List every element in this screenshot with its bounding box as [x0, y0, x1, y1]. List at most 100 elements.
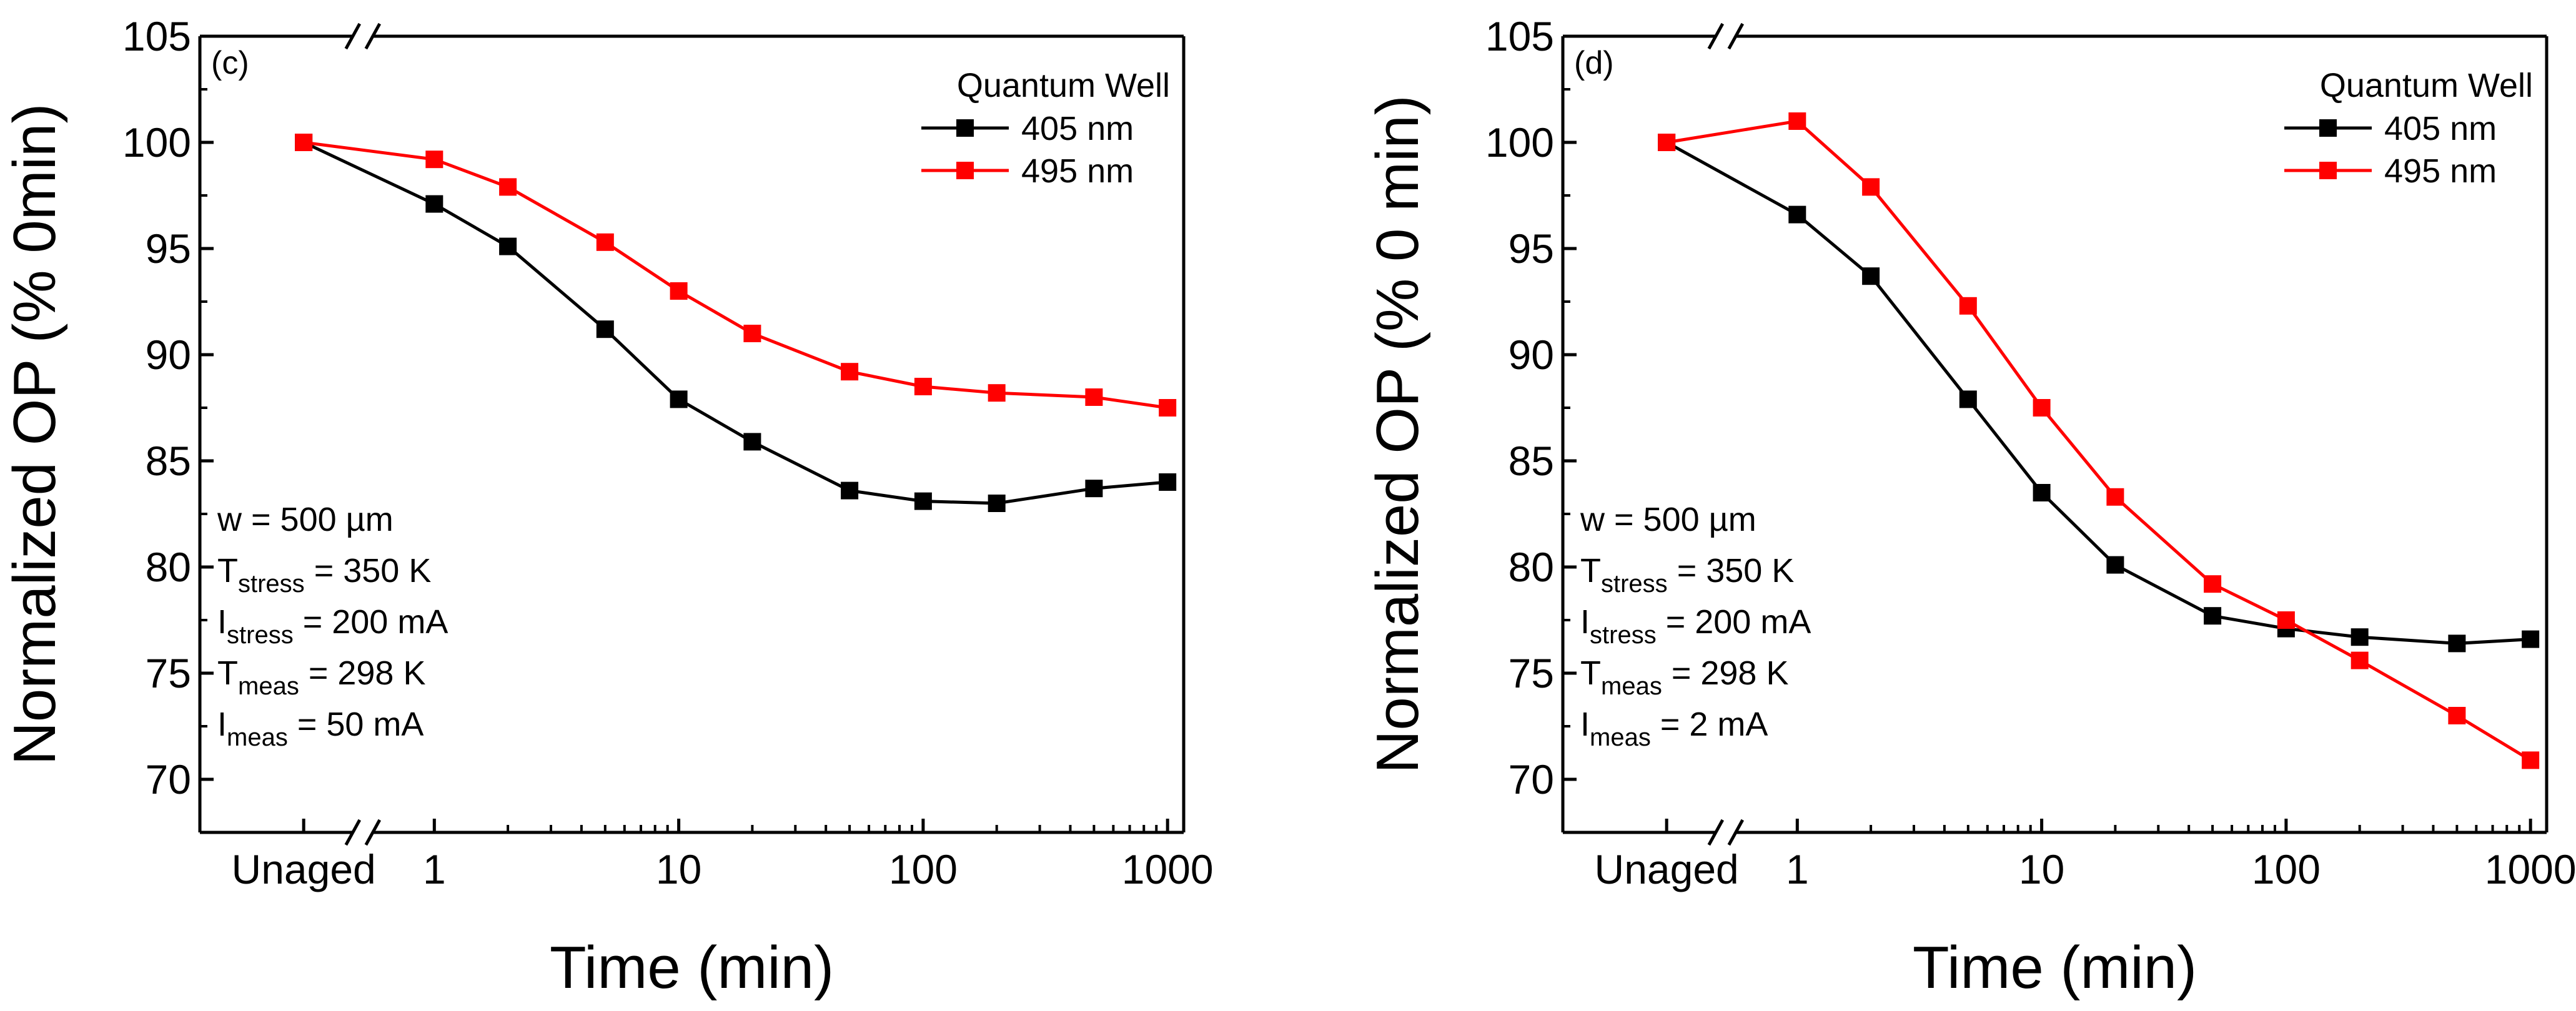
data-point: [425, 150, 443, 169]
panel-label: (d): [1574, 45, 1614, 81]
data-point: [914, 378, 932, 395]
y-tick-label: 70: [1508, 756, 1554, 802]
legend-label: 405 nm: [1021, 110, 1134, 147]
data-point: [1959, 390, 1977, 408]
data-point: [1862, 267, 1880, 285]
chart-panel-0: 70 75 80 85 90 95 100 105 Unaged 1 10 100 1000 Time (…: [1, 13, 1214, 1001]
y-tick-label: 95: [1508, 225, 1554, 272]
x-tick-label: Unaged: [232, 846, 376, 892]
legend-marker: [2319, 119, 2337, 137]
data-point: [1085, 480, 1103, 498]
data-point: [988, 495, 1006, 512]
condition-annotation: Tstress = 350 K: [217, 552, 431, 598]
legend-title: Quantum Well: [2320, 67, 2533, 104]
x-tick-label: Unaged: [1595, 846, 1739, 892]
y-axis-title: Normalized OP (% 0 min): [1364, 95, 1431, 774]
data-point: [2106, 488, 2124, 506]
x-tick-label: 100: [2252, 846, 2321, 892]
data-point: [988, 384, 1006, 402]
y-tick-label: 90: [146, 332, 191, 378]
data-point: [596, 320, 614, 338]
legend-title: Quantum Well: [957, 67, 1170, 104]
data-point: [1658, 134, 1676, 151]
data-point: [670, 390, 688, 408]
y-tick-label: 80: [1508, 544, 1554, 590]
legend-label: 495 nm: [1021, 152, 1134, 190]
data-point: [1788, 112, 1806, 130]
data-point: [2522, 751, 2540, 769]
data-point: [499, 178, 517, 196]
data-point: [2106, 556, 2124, 574]
data-point: [1159, 473, 1177, 491]
x-tick-label: 1000: [1122, 846, 1214, 892]
data-point: [2448, 634, 2466, 653]
y-tick-label: 90: [1508, 332, 1554, 378]
chart-panel-1: 70 75 80 85 90 95 100 105 Unaged 1 10 100 1000 Time (…: [1364, 13, 2576, 1001]
data-point: [2277, 611, 2295, 629]
data-point: [1159, 399, 1177, 417]
x-tick-label: 10: [656, 846, 701, 892]
condition-annotation: Istress = 200 mA: [1580, 603, 1811, 649]
data-point: [596, 233, 614, 251]
condition-annotation: Istress = 200 mA: [217, 603, 448, 649]
axis-break-bottom: [364, 819, 382, 846]
axis-break-bottom: [1707, 819, 1725, 846]
legend-marker: [2319, 162, 2337, 179]
data-point: [1085, 388, 1103, 406]
y-tick-label: 75: [146, 650, 191, 696]
data-point: [1959, 297, 1977, 315]
data-point: [425, 195, 443, 213]
condition-annotation: w = 500 µm: [217, 501, 394, 538]
y-tick-label: 80: [146, 544, 191, 590]
data-point: [2033, 399, 2051, 417]
x-tick-label: 1: [1786, 846, 1809, 892]
data-point: [2522, 630, 2540, 648]
data-point: [1862, 178, 1880, 196]
data-point: [2448, 707, 2466, 724]
data-point: [2033, 484, 2051, 501]
x-tick-label: 100: [889, 846, 958, 892]
legend-label: 495 nm: [2384, 152, 2497, 190]
x-tick-label: 10: [2019, 846, 2064, 892]
data-point: [499, 237, 517, 255]
y-tick-label: 100: [122, 119, 191, 165]
y-tick-label: 100: [1485, 119, 1554, 165]
y-tick-label: 75: [1508, 650, 1554, 696]
y-tick-label: 95: [146, 225, 191, 272]
data-point: [743, 433, 761, 451]
data-point: [2204, 607, 2222, 625]
x-axis-title: Time (min): [550, 934, 834, 1001]
legend-label: 405 nm: [2384, 110, 2497, 147]
legend-marker: [956, 119, 974, 137]
y-tick-label: 85: [1508, 438, 1554, 484]
condition-annotation: Tstress = 350 K: [1580, 552, 1794, 598]
axis-break-bottom: [344, 819, 362, 846]
data-point: [2351, 628, 2369, 646]
x-axis-title: Time (min): [1913, 934, 2197, 1001]
axis-break-bottom: [1727, 819, 1745, 846]
data-point: [841, 481, 859, 500]
y-tick-label: 85: [146, 438, 191, 484]
x-tick-label: 1: [423, 846, 446, 892]
legend-marker: [956, 162, 974, 179]
axis-break-top: [1727, 22, 1745, 50]
y-tick-label: 105: [1485, 13, 1554, 59]
y-tick-label: 70: [146, 756, 191, 802]
axis-break-top: [344, 22, 362, 50]
condition-annotation: Imeas = 50 mA: [217, 706, 424, 751]
y-axis-title: Normalized OP (% 0min): [1, 104, 68, 766]
x-tick-label: 1000: [2485, 846, 2576, 892]
data-point: [743, 325, 761, 342]
axis-break-top: [1707, 22, 1725, 50]
condition-annotation: Tmeas = 298 K: [217, 654, 425, 700]
y-tick-label: 105: [122, 13, 191, 59]
data-point: [2204, 575, 2222, 593]
data-point: [670, 282, 688, 300]
panel-label: (c): [211, 45, 249, 81]
axis-break-top: [364, 22, 382, 50]
condition-annotation: Tmeas = 298 K: [1580, 654, 1788, 700]
data-point: [841, 363, 859, 381]
data-point: [2351, 651, 2369, 669]
data-point: [295, 134, 313, 151]
